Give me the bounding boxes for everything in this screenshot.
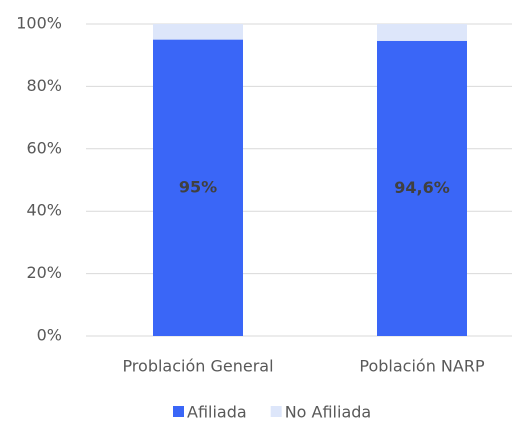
bar-segment (377, 40, 467, 337)
legend-swatch (270, 406, 282, 417)
y-tick-label: 100% (16, 14, 62, 33)
x-tick-label: Problación General (122, 357, 273, 376)
bar-segment (153, 39, 243, 336)
bar-segment (377, 24, 467, 41)
legend-label: No Afiliada (285, 403, 372, 422)
bar-segment (153, 24, 243, 40)
data-label: 95% (179, 177, 217, 196)
legend-label: Afiliada (187, 403, 247, 422)
x-tick-label: Población NARP (359, 357, 485, 376)
y-tick-label: 60% (26, 138, 62, 157)
y-tick-label: 20% (26, 263, 62, 282)
y-tick-label: 0% (37, 326, 62, 345)
legend-swatch (173, 406, 184, 417)
data-label: 94,6% (394, 178, 450, 197)
y-tick-label: 80% (26, 76, 62, 95)
y-tick-label: 40% (26, 201, 62, 220)
